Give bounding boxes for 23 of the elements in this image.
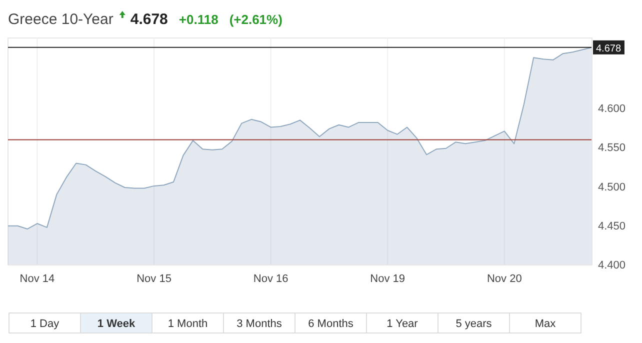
chart-title: Greece 10-Year [8,11,114,28]
y-tick-label: 4.400 [598,260,626,272]
text: Max [534,318,556,330]
text: 1 Month [168,318,208,330]
x-tick-label: Nov 20 [486,272,522,285]
ref-line-label: 4.678 [596,43,622,54]
y-tick-label: 4.550 [598,142,626,154]
text: +0.118 [178,12,218,27]
text: 1 Year [386,318,418,330]
y-tick-label: 4.600 [598,102,626,115]
y-tick-label: 4.450 [598,220,626,232]
text: 1 Week [97,318,136,330]
x-tick-label: Nov 14 [20,272,55,285]
text: 5 years [456,318,492,330]
y-tick-label: 4.500 [598,181,626,194]
text: 1 Day [30,318,60,330]
x-tick-label: Nov 19 [370,272,406,285]
x-tick-label: Nov 16 [253,272,288,285]
text: 6 Months [308,318,354,330]
text: 4.678 [130,11,168,28]
text: (+2.61%) [229,12,282,27]
text: 3 Months [236,318,282,330]
x-tick-label: Nov 15 [136,272,172,285]
